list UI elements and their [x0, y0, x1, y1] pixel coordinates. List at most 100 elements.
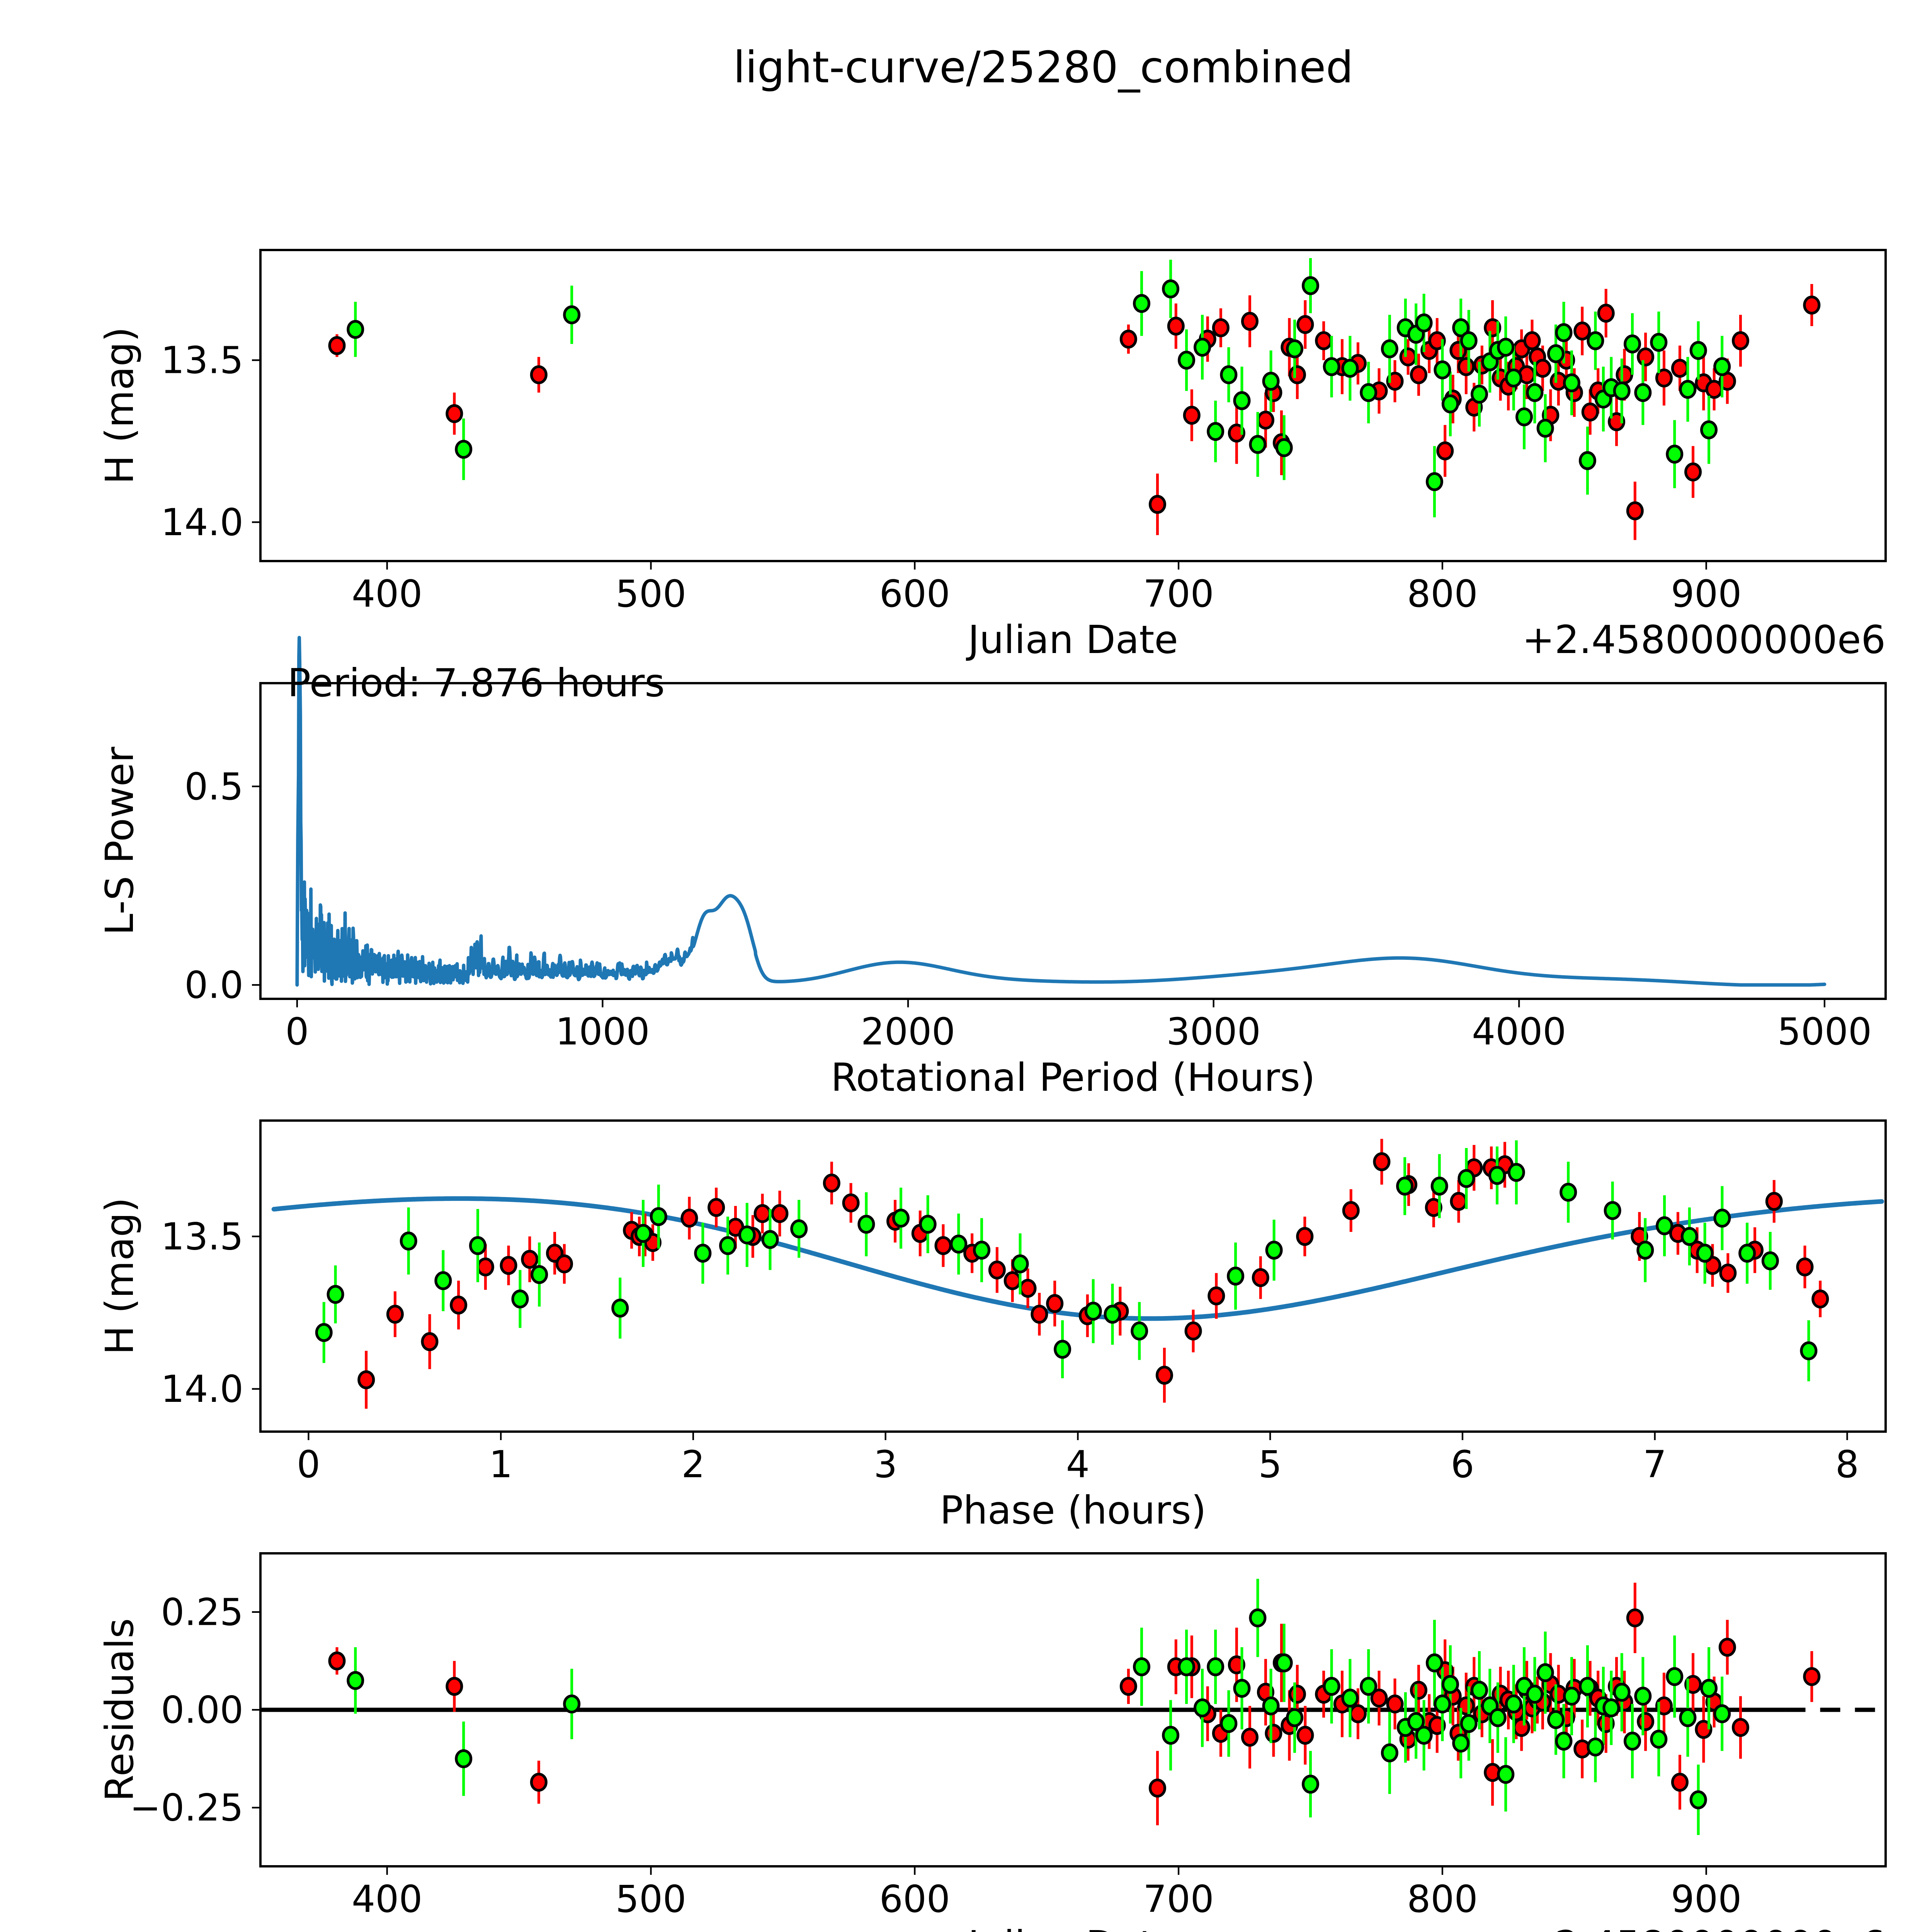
data-point [450, 1295, 468, 1315]
data-point [1373, 1152, 1391, 1172]
lightcurve-xtick-label: 600 [879, 572, 950, 616]
data-point [1811, 1289, 1829, 1309]
data-point [1626, 501, 1644, 520]
phase-xtick-label: 8 [1835, 1443, 1859, 1486]
residuals-xtick-label: 800 [1407, 1878, 1478, 1921]
data-point [1104, 1304, 1121, 1324]
lightcurve-frame [259, 249, 1887, 562]
figure-title: light-curve/25280_combined [733, 43, 1354, 93]
data-point [1684, 1675, 1702, 1694]
data-point [1296, 1726, 1314, 1745]
data-point [1634, 1687, 1652, 1706]
data-point [1275, 438, 1293, 457]
data-point [1241, 1728, 1259, 1747]
data-point [1534, 359, 1551, 378]
data-point [1262, 372, 1280, 391]
data-point [1407, 1712, 1425, 1731]
data-point [1666, 1667, 1684, 1686]
data-point [446, 404, 463, 423]
data-point [1262, 1696, 1280, 1716]
data-point [1425, 1653, 1443, 1672]
phase-ytick-label: 14.0 [161, 1367, 243, 1411]
data-point [634, 1224, 652, 1243]
data-point [1505, 1694, 1522, 1714]
data-point [1587, 1737, 1604, 1757]
data-point [1131, 1321, 1148, 1341]
data-point [1761, 1251, 1779, 1270]
data-point [1323, 1677, 1340, 1696]
phase-frame [259, 1119, 1887, 1433]
data-point [1249, 435, 1267, 454]
data-point [1680, 1227, 1698, 1246]
data-point [1689, 341, 1707, 360]
data-point [1148, 1779, 1166, 1798]
data-point [1288, 1685, 1306, 1704]
data-point [1471, 384, 1488, 404]
data-point [530, 365, 548, 384]
data-point [1626, 1608, 1644, 1628]
data-point [1695, 1720, 1713, 1739]
data-point [1624, 334, 1641, 354]
data-point [1679, 380, 1697, 399]
data-point [1360, 1677, 1378, 1696]
phase-series-green [315, 1140, 1818, 1381]
data-point [823, 1173, 840, 1193]
phase-xtick-label: 7 [1643, 1443, 1667, 1486]
data-point [531, 1265, 548, 1284]
data-point [1536, 1663, 1554, 1682]
data-point [1719, 1264, 1737, 1283]
data-point [434, 1271, 452, 1290]
data-point [1286, 339, 1304, 359]
data-point [1084, 1301, 1102, 1321]
data-point [1194, 1698, 1211, 1718]
data-point [1713, 1209, 1731, 1228]
data-point [1471, 1680, 1488, 1700]
data-point [1587, 331, 1604, 350]
lightcurve-xtick-label: 500 [616, 572, 686, 616]
data-point [1655, 1696, 1673, 1716]
data-point [1323, 357, 1340, 376]
periodogram-frame [259, 682, 1887, 1000]
data-point [1608, 412, 1626, 431]
data-point [934, 1236, 952, 1255]
phase-xtick-label: 6 [1451, 1443, 1474, 1486]
data-point [476, 1257, 494, 1277]
data-point [1713, 1704, 1731, 1723]
data-point [1233, 391, 1251, 410]
lightcurve-xtick-label: 800 [1407, 572, 1478, 616]
data-point [1731, 331, 1749, 350]
data-point [1275, 1653, 1293, 1672]
lightcurve-xtick-label: 900 [1671, 572, 1742, 616]
data-point [1428, 1716, 1446, 1735]
data-point [1410, 1680, 1427, 1700]
data-point [1133, 294, 1151, 313]
data-point [1302, 276, 1320, 295]
periodogram-ylabel: L-S Power [97, 747, 142, 935]
data-point [1119, 330, 1137, 349]
data-point [1148, 495, 1166, 514]
data-point [1178, 350, 1196, 370]
data-point [1011, 1254, 1029, 1274]
data-point [1578, 1677, 1596, 1696]
periodogram-ytick-label: 0.0 [184, 964, 243, 1007]
data-point [357, 1370, 375, 1389]
data-point [328, 336, 346, 355]
data-point [1227, 1267, 1245, 1286]
data-point [1713, 357, 1731, 376]
data-point [1497, 338, 1515, 357]
phase-xtick-label: 3 [874, 1443, 897, 1486]
data-point [892, 1209, 910, 1228]
data-point [1249, 1608, 1267, 1628]
data-point [1563, 373, 1580, 393]
data-point [400, 1231, 417, 1251]
data-point [1460, 331, 1478, 350]
data-point [1597, 304, 1615, 323]
data-point [973, 1240, 991, 1260]
data-point [1555, 323, 1573, 342]
data-point [1265, 1240, 1283, 1260]
data-point [1450, 1192, 1468, 1211]
data-point [1386, 1694, 1404, 1714]
data-point [347, 1671, 364, 1690]
data-point [753, 1204, 771, 1223]
